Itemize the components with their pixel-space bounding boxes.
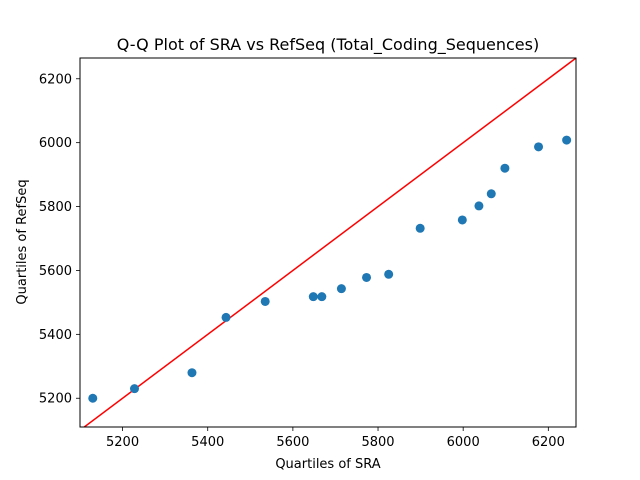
- y-tick-label: 5800: [39, 200, 72, 215]
- data-point: [474, 201, 484, 211]
- data-point: [88, 393, 98, 403]
- x-tick-label: 5600: [276, 435, 309, 450]
- x-tick-label: 6000: [447, 435, 480, 450]
- plot-frame: [79, 57, 577, 428]
- x-tick-label: 5800: [361, 435, 394, 450]
- y-axis: 5200 5400 5600 5800 6000 6200: [39, 72, 80, 407]
- reference-line: [83, 58, 576, 427]
- data-point: [486, 189, 496, 199]
- data-point: [457, 215, 467, 225]
- chart-title: Q-Q Plot of SRA vs RefSeq (Total_Coding_…: [117, 35, 539, 55]
- data-point: [500, 163, 510, 173]
- data-point: [308, 292, 318, 302]
- x-axis-label: Quartiles of SRA: [275, 457, 380, 472]
- data-point: [384, 269, 394, 279]
- data-point: [336, 284, 346, 294]
- data-point: [129, 384, 139, 394]
- y-tick-label: 5400: [39, 328, 72, 343]
- data-point: [221, 312, 231, 322]
- data-point: [187, 368, 197, 378]
- data-point: [415, 223, 425, 233]
- x-tick-label: 5200: [106, 435, 139, 450]
- y-tick-label: 6000: [39, 136, 72, 151]
- data-point: [317, 292, 327, 302]
- y-tick-label: 5600: [39, 264, 72, 279]
- data-point: [534, 142, 544, 152]
- x-tick-label: 5400: [191, 435, 224, 450]
- y-axis-label: Quartiles of RefSeq: [15, 179, 30, 304]
- points-layer: [88, 135, 572, 403]
- reference-line-layer: [83, 58, 576, 427]
- x-tick-label: 6200: [532, 435, 565, 450]
- data-point: [362, 272, 372, 282]
- x-axis: 5200 5400 5600 5800 6000 6200: [106, 427, 565, 450]
- y-tick-label: 5200: [39, 392, 72, 407]
- data-point: [562, 135, 572, 145]
- data-point: [260, 296, 270, 306]
- y-tick-label: 6200: [39, 72, 72, 87]
